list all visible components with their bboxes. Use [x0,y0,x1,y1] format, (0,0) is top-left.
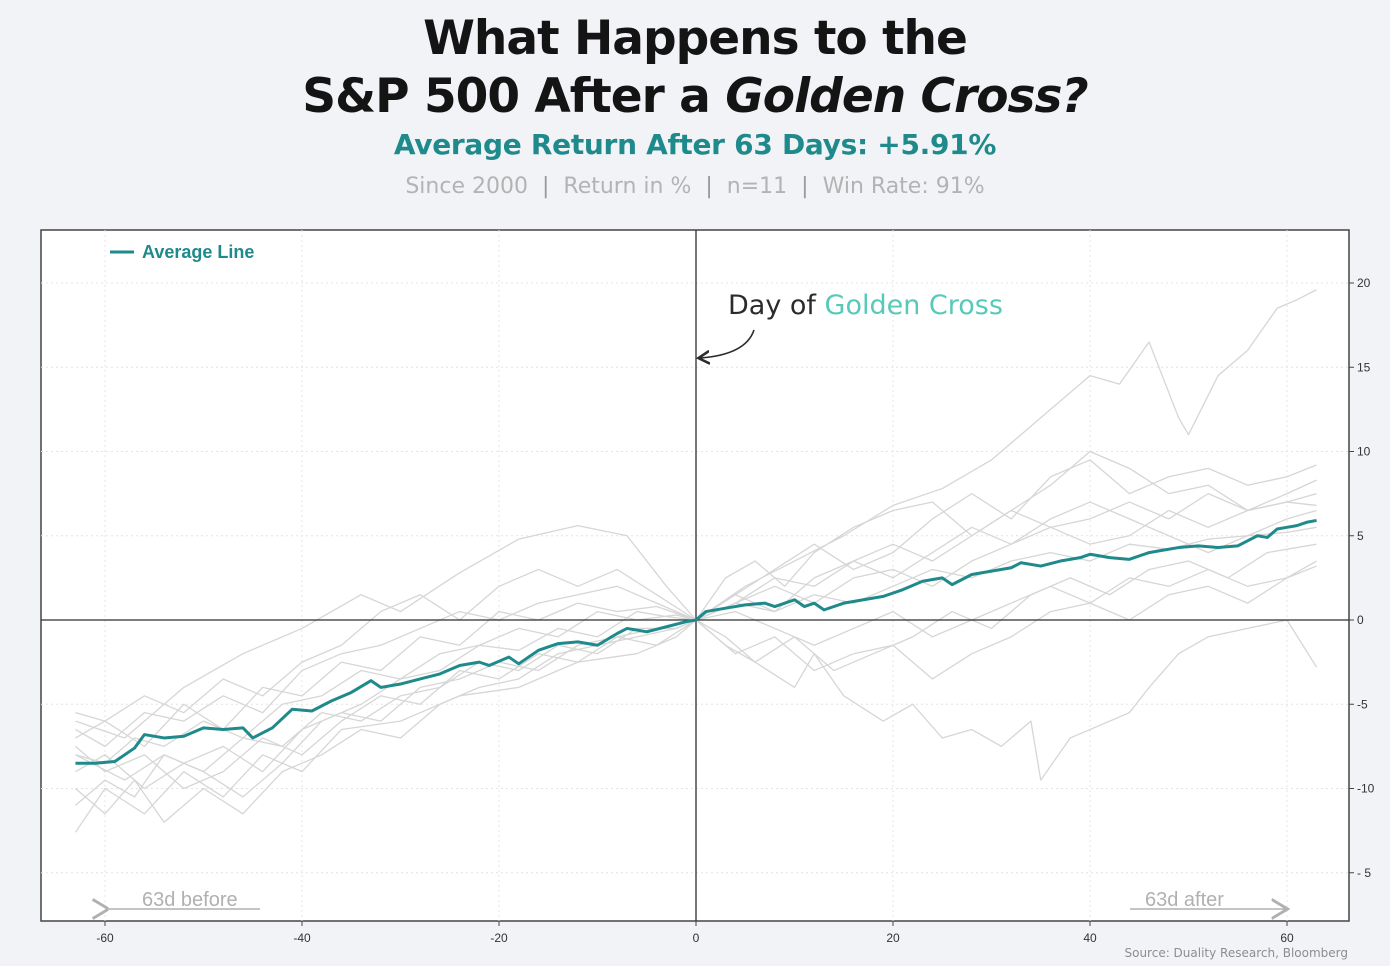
meta-separator: | [705,174,713,199]
window-annotations: 63d before 63d after [107,889,1286,911]
chart-subtitle: Average Return After 63 Days: +5.91% [393,128,997,161]
event-line-event-1 [75,289,1317,739]
title-prefix: S&P 500 After a [302,69,726,124]
y-tick-label: 0 [1357,613,1364,627]
legend: Average Line [110,242,254,262]
meta-period: Since 2000 [405,174,528,199]
event-line-event-9 [75,479,1317,806]
x-tick-label: 40 [1083,931,1097,945]
title-emphasis: Golden Cross? [725,69,1088,124]
meta-separator: | [801,174,809,199]
x-tick-label: 60 [1280,931,1294,945]
x-tick-label: -20 [490,931,508,945]
y-axis-ticks: 20 15 10 5 0 -5 -10 - 5 [1349,276,1375,880]
grid-lines [41,230,1349,921]
x-tick-label: 0 [693,931,700,945]
y-tick-label: - 5 [1357,866,1371,880]
y-tick-label: -5 [1357,697,1368,711]
event-line-event-2 [74,619,1318,833]
before-window-label: 63d before [142,889,238,911]
y-tick-label: 20 [1357,276,1371,290]
meta-win-rate: Win Rate: 91% [822,174,985,199]
meta-sample-size: n=11 [726,174,788,199]
chart-title-line1: What Happens to the [423,11,968,66]
plot-area [40,229,1350,922]
y-tick-label: 5 [1357,529,1364,543]
source-note: Source: Duality Research, Bloomberg [1124,946,1348,960]
x-tick-label: -40 [293,931,311,945]
average-line [75,518,1317,765]
meta-separator: | [541,174,550,199]
after-window-label: 63d after [1145,889,1224,911]
x-tick-label: -60 [96,931,114,945]
chart-title-line2: S&P 500 After a Golden Cross? [0,68,1390,126]
annotation-day-of: Day of Golden Cross [728,290,1003,321]
golden-cross-annotation: Day of Golden Cross [700,290,1003,358]
annotation-golden-cross: Golden Cross [825,290,1003,321]
annotation-prefix: Day of [728,290,825,321]
event-line-event-11 [75,492,1317,764]
x-tick-label: 20 [886,931,900,945]
annotation-arrow [700,329,755,358]
y-tick-label: -10 [1357,782,1375,796]
y-tick-label: 15 [1357,360,1371,374]
y-tick-label: 10 [1357,445,1371,459]
meta-unit: Return in % [563,174,692,199]
chart-meta: Since 2000 | Return in % | n=11 | Win Rate: 91… [0,174,1390,199]
legend-label: Average Line [142,242,254,262]
x-axis-ticks: -60 -40 -20 0 20 40 60 [96,921,1294,945]
